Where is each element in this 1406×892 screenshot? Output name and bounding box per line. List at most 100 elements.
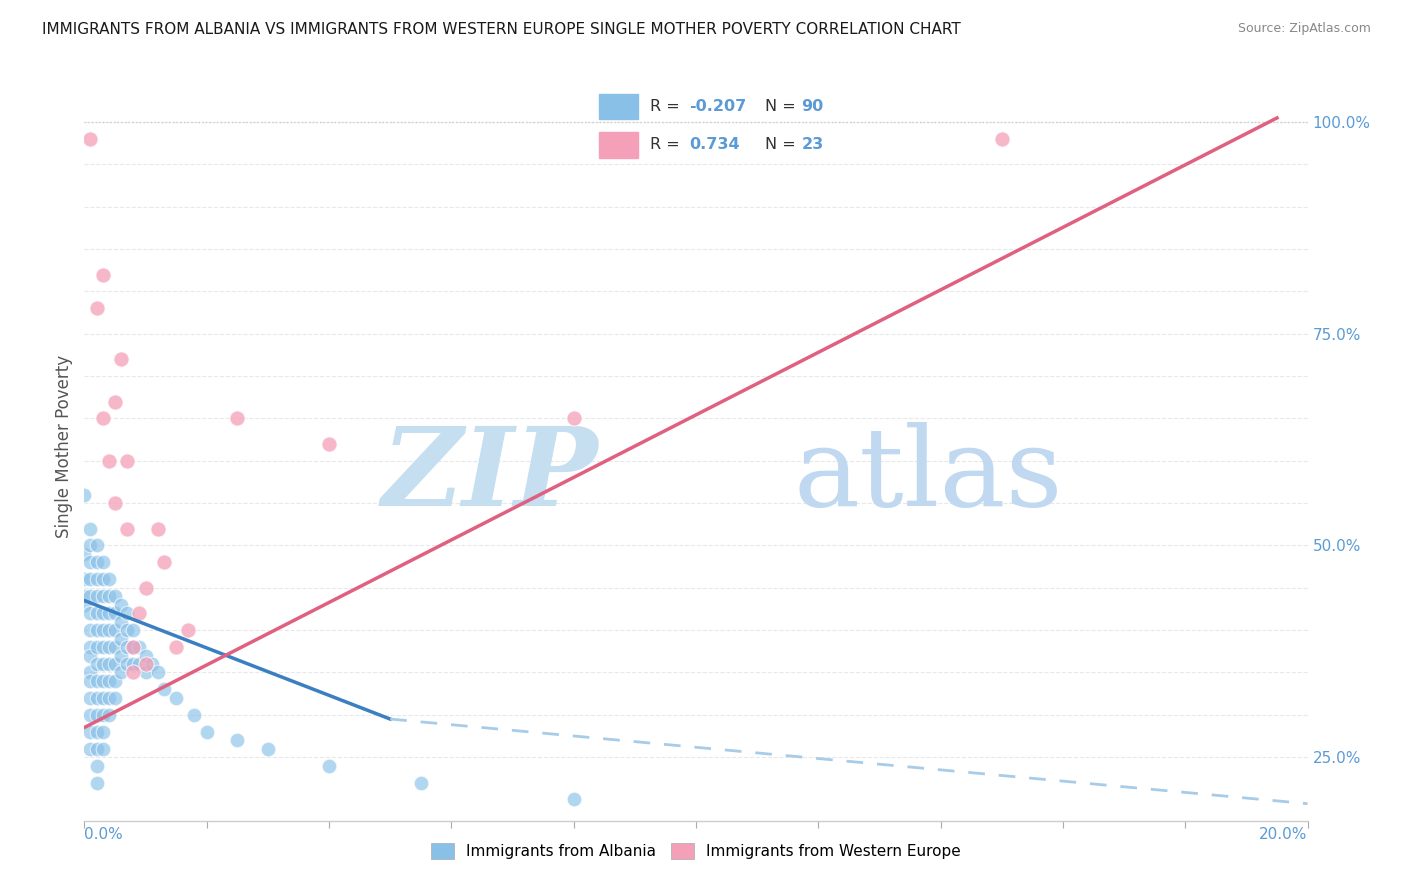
Text: 0.0%: 0.0% [84, 828, 124, 842]
Point [226, 733, 249, 747]
Point [86, 758, 108, 772]
Point [104, 690, 127, 705]
Point [79, 589, 101, 603]
Point [86, 741, 108, 756]
Point [110, 352, 132, 367]
Point [86, 724, 108, 739]
Point [79, 522, 101, 536]
Text: 0.734: 0.734 [689, 137, 740, 152]
Point [91, 606, 114, 620]
Point [135, 581, 157, 595]
Point [79, 648, 101, 663]
Point [183, 707, 205, 722]
Point [86, 657, 108, 671]
Point [97, 707, 120, 722]
Point [122, 640, 145, 654]
Point [86, 707, 108, 722]
Point [104, 623, 127, 637]
Point [104, 640, 127, 654]
Point [104, 496, 127, 510]
Text: 23: 23 [801, 137, 824, 152]
Point [165, 640, 187, 654]
Point [86, 556, 108, 570]
Point [110, 615, 132, 629]
Point [91, 589, 114, 603]
Point [86, 301, 108, 316]
Point [104, 606, 127, 620]
Point [122, 640, 145, 654]
Point [97, 657, 120, 671]
Point [79, 690, 101, 705]
Point [104, 394, 127, 409]
Point [79, 539, 101, 553]
Point [86, 539, 108, 553]
Point [97, 606, 120, 620]
Point [115, 657, 138, 671]
Point [86, 572, 108, 586]
Point [79, 572, 101, 586]
Point [73, 589, 96, 603]
Point [318, 437, 340, 451]
Point [115, 606, 138, 620]
Text: 90: 90 [801, 99, 824, 113]
Point [86, 673, 108, 688]
Bar [599, 132, 638, 158]
Point [115, 454, 138, 468]
Legend: Immigrants from Albania, Immigrants from Western Europe: Immigrants from Albania, Immigrants from… [425, 838, 967, 865]
Point [97, 623, 120, 637]
Point [104, 589, 127, 603]
Text: 20.0%: 20.0% [1260, 828, 1308, 842]
Point [135, 657, 157, 671]
Point [257, 741, 280, 756]
Point [79, 132, 101, 146]
Point [97, 690, 120, 705]
Point [146, 665, 169, 680]
Point [79, 623, 101, 637]
Point [86, 775, 108, 789]
Point [991, 132, 1014, 146]
Point [79, 707, 101, 722]
Point [110, 598, 132, 612]
Point [195, 724, 218, 739]
Point [153, 556, 176, 570]
Point [91, 556, 114, 570]
Point [226, 411, 249, 425]
Point [73, 488, 96, 502]
Point [79, 741, 101, 756]
Text: R =: R = [650, 99, 685, 113]
Point [104, 673, 127, 688]
Point [91, 411, 114, 425]
Point [97, 572, 120, 586]
Point [122, 623, 145, 637]
Point [409, 775, 432, 789]
Text: R =: R = [650, 137, 685, 152]
Point [91, 673, 114, 688]
Point [128, 606, 150, 620]
Point [122, 657, 145, 671]
Point [153, 682, 176, 697]
Point [97, 640, 120, 654]
Point [97, 454, 120, 468]
Point [177, 623, 200, 637]
Point [110, 665, 132, 680]
Point [115, 640, 138, 654]
Point [91, 623, 114, 637]
Point [135, 665, 157, 680]
Text: Source: ZipAtlas.com: Source: ZipAtlas.com [1237, 22, 1371, 36]
Point [97, 589, 120, 603]
Point [128, 657, 150, 671]
Point [122, 665, 145, 680]
Text: ZIP: ZIP [381, 422, 598, 530]
Point [79, 673, 101, 688]
Point [562, 411, 585, 425]
Point [79, 665, 101, 680]
Point [165, 690, 187, 705]
Point [318, 758, 340, 772]
Point [110, 648, 132, 663]
Point [91, 707, 114, 722]
Point [86, 606, 108, 620]
Point [86, 589, 108, 603]
Point [91, 657, 114, 671]
Text: -0.207: -0.207 [689, 99, 747, 113]
Point [110, 632, 132, 646]
